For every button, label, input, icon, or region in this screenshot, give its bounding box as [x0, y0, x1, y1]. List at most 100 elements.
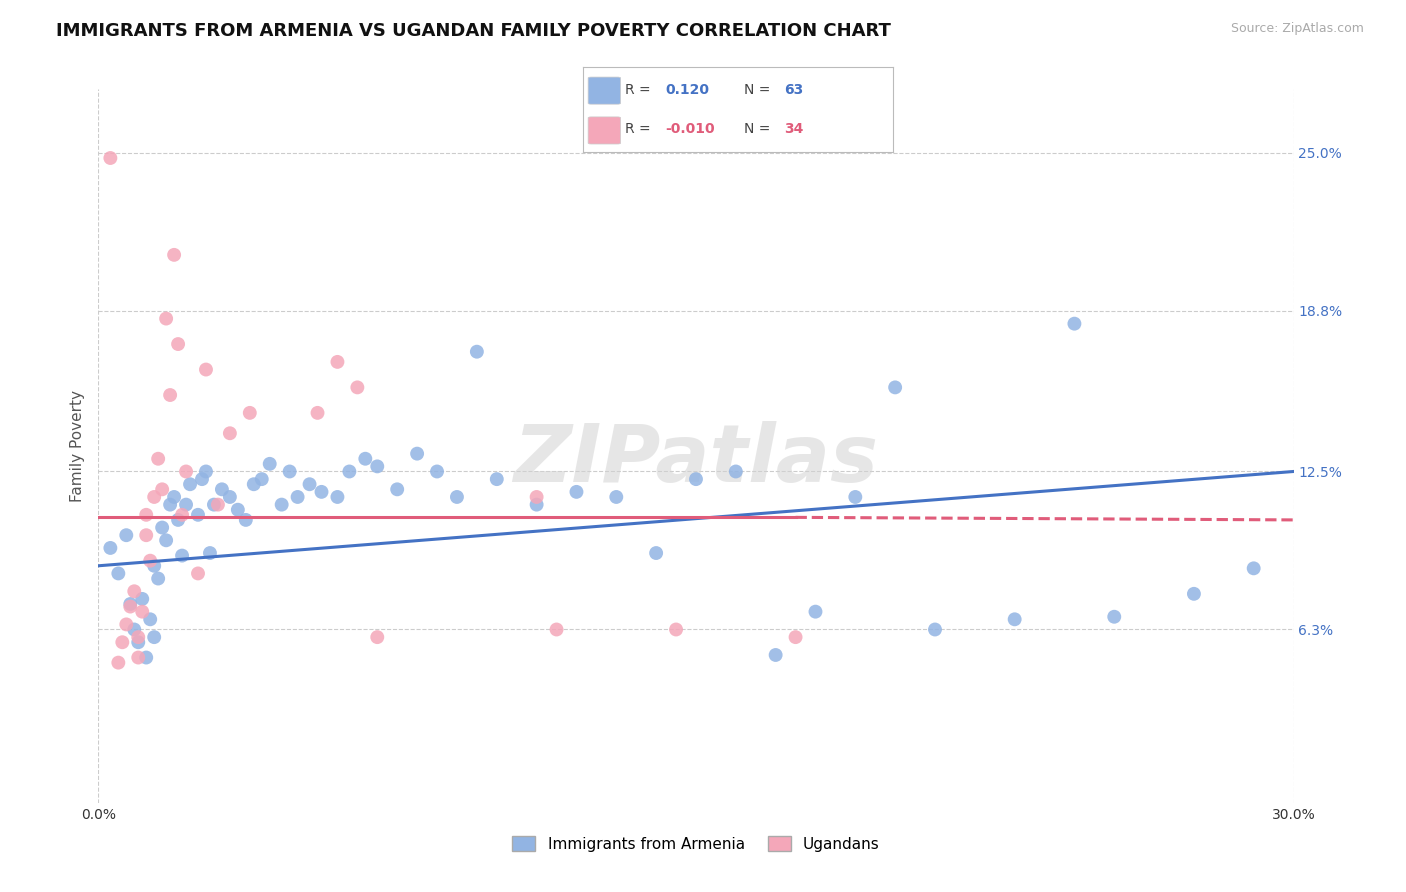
Point — [198, 546, 221, 560]
Point — [1243, 561, 1265, 575]
Point — [107, 656, 129, 670]
Text: ZIPatlas: ZIPatlas — [513, 421, 879, 500]
Point — [354, 451, 377, 466]
Point — [127, 635, 149, 649]
FancyBboxPatch shape — [588, 77, 620, 104]
Point — [1063, 317, 1085, 331]
Point — [219, 426, 242, 441]
Point — [526, 498, 548, 512]
Point — [135, 528, 157, 542]
Point — [446, 490, 468, 504]
Point — [163, 490, 186, 504]
Point — [785, 630, 807, 644]
Point — [120, 597, 142, 611]
Point — [195, 465, 218, 479]
Point — [1104, 609, 1126, 624]
Point — [98, 151, 122, 165]
Point — [346, 380, 368, 394]
Text: 0.120: 0.120 — [665, 83, 710, 96]
Point — [339, 465, 361, 479]
Point — [366, 459, 388, 474]
Text: -0.010: -0.010 — [665, 122, 716, 136]
Point — [131, 591, 153, 606]
Point — [307, 406, 329, 420]
Point — [326, 355, 349, 369]
Point — [546, 623, 568, 637]
Point — [187, 508, 209, 522]
Point — [605, 490, 627, 504]
Point — [645, 546, 668, 560]
Point — [724, 465, 747, 479]
Point — [172, 508, 194, 522]
Point — [298, 477, 321, 491]
Point — [135, 650, 157, 665]
Point — [366, 630, 388, 644]
Point — [287, 490, 309, 504]
Legend: Immigrants from Armenia, Ugandans: Immigrants from Armenia, Ugandans — [505, 828, 887, 859]
Point — [143, 490, 166, 504]
Point — [159, 388, 181, 402]
Point — [385, 483, 409, 497]
Point — [148, 572, 170, 586]
Text: IMMIGRANTS FROM ARMENIA VS UGANDAN FAMILY POVERTY CORRELATION CHART: IMMIGRANTS FROM ARMENIA VS UGANDAN FAMIL… — [56, 22, 891, 40]
Point — [120, 599, 142, 614]
Point — [665, 623, 688, 637]
Text: N =: N = — [744, 83, 770, 96]
Point — [239, 406, 262, 420]
Point — [426, 465, 449, 479]
Point — [485, 472, 508, 486]
Point — [155, 533, 177, 548]
Point — [98, 541, 122, 555]
Point — [167, 513, 190, 527]
Point — [326, 490, 349, 504]
Text: 34: 34 — [785, 122, 804, 136]
Point — [278, 465, 301, 479]
Point — [1004, 612, 1026, 626]
Point — [139, 612, 162, 626]
Point — [143, 630, 166, 644]
Point — [250, 472, 273, 486]
Point — [187, 566, 209, 581]
Point — [135, 508, 157, 522]
Point — [148, 451, 170, 466]
Point — [565, 484, 588, 499]
Point — [1182, 587, 1205, 601]
Point — [115, 617, 138, 632]
Point — [174, 465, 197, 479]
Text: 63: 63 — [785, 83, 804, 96]
Point — [174, 498, 197, 512]
Point — [270, 498, 292, 512]
Point — [685, 472, 707, 486]
Point — [115, 528, 138, 542]
Text: R =: R = — [626, 83, 651, 96]
Text: R =: R = — [626, 122, 651, 136]
Text: Source: ZipAtlas.com: Source: ZipAtlas.com — [1230, 22, 1364, 36]
Point — [172, 549, 194, 563]
Point — [124, 623, 146, 637]
Point — [243, 477, 266, 491]
Point — [131, 605, 153, 619]
Point — [163, 248, 186, 262]
Text: N =: N = — [744, 122, 770, 136]
Point — [179, 477, 201, 491]
Point — [259, 457, 281, 471]
Point — [111, 635, 134, 649]
Point — [150, 483, 173, 497]
Point — [191, 472, 214, 486]
Point — [107, 566, 129, 581]
Point — [884, 380, 907, 394]
Point — [844, 490, 866, 504]
Point — [195, 362, 218, 376]
Point — [211, 483, 233, 497]
FancyBboxPatch shape — [588, 117, 620, 144]
Point — [143, 558, 166, 573]
Point — [159, 498, 181, 512]
Point — [235, 513, 257, 527]
Point — [226, 502, 249, 516]
Y-axis label: Family Poverty: Family Poverty — [69, 390, 84, 502]
Point — [311, 484, 333, 499]
Point — [202, 498, 225, 512]
Point — [155, 311, 177, 326]
Point — [219, 490, 242, 504]
Point — [127, 630, 149, 644]
